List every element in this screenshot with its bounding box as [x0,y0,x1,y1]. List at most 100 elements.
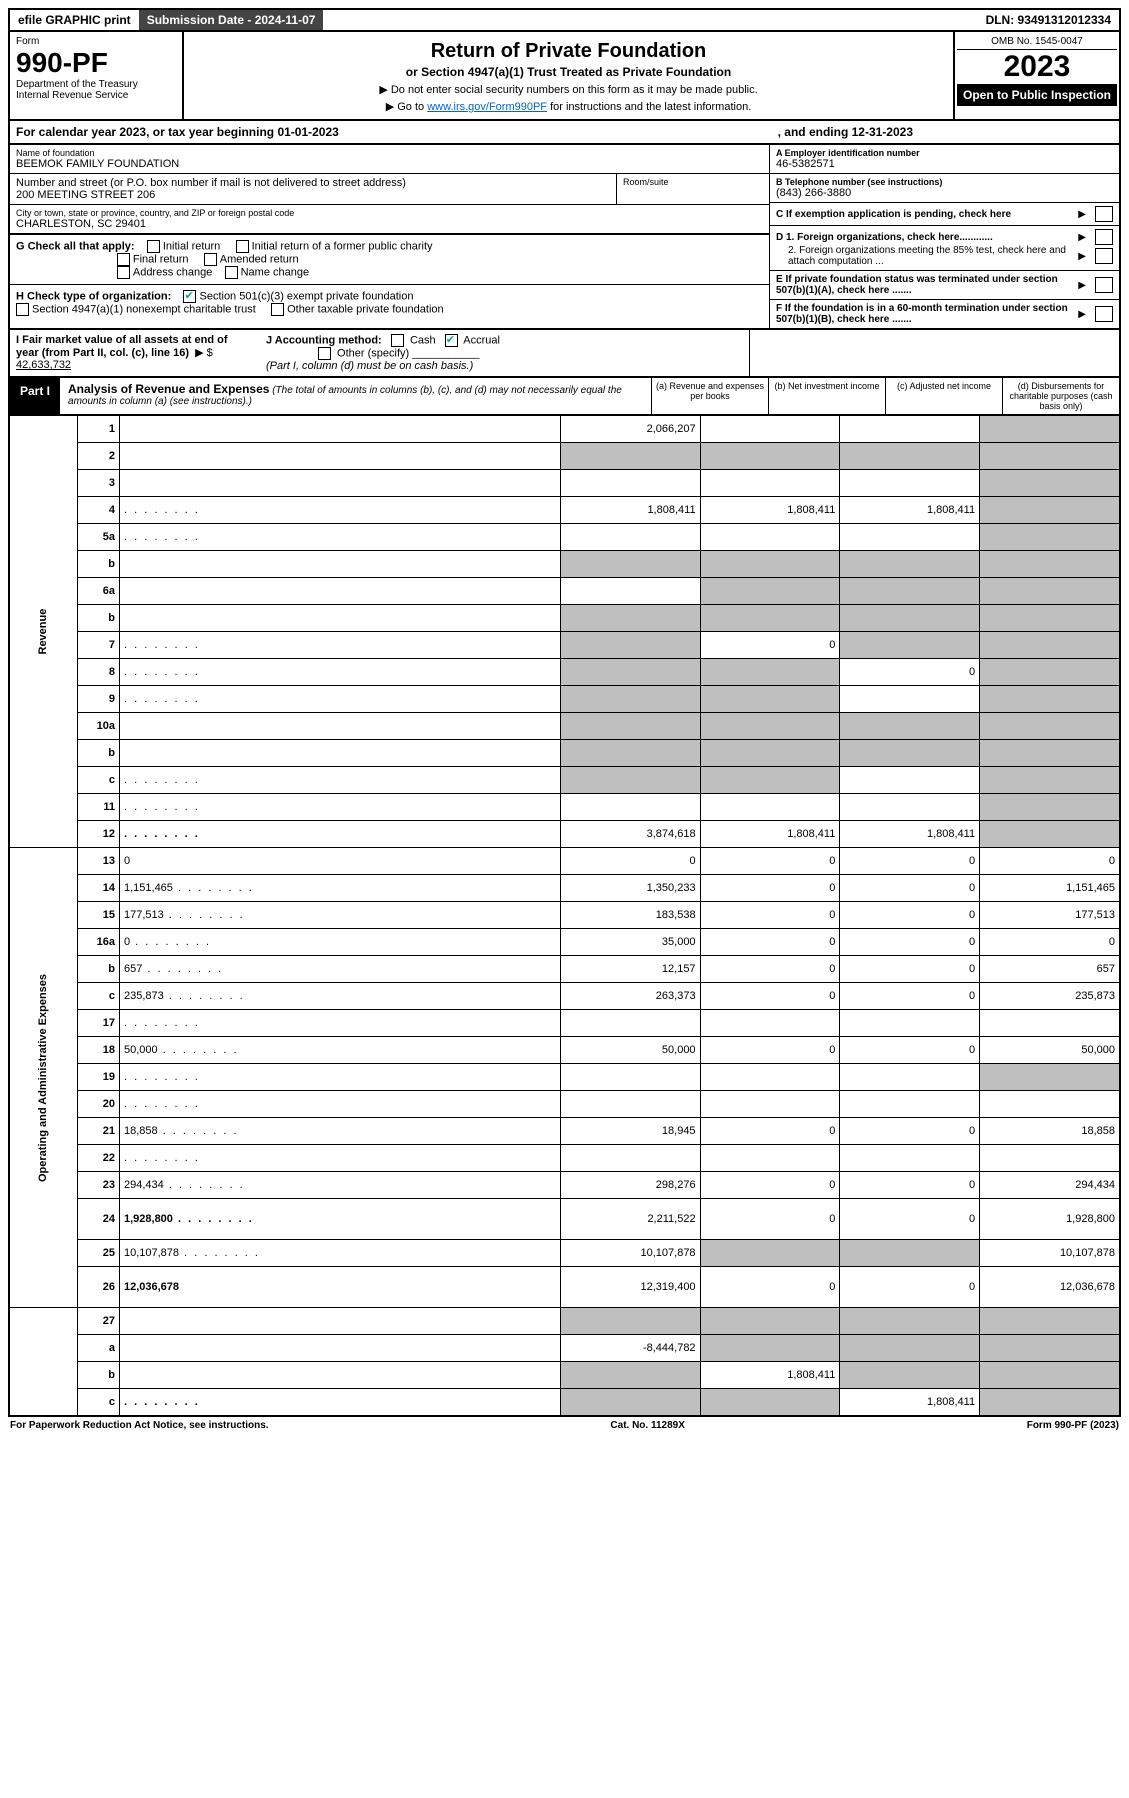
section-h: H Check type of organization: Section 50… [10,285,769,321]
col-d-value [980,1335,1120,1362]
chk-initial[interactable] [147,240,160,253]
line-description [119,1064,560,1091]
chk-status-terminated[interactable] [1095,277,1113,293]
col-d-value [980,470,1120,497]
col-c-value [840,686,980,713]
col-c-value: 0 [840,1267,980,1308]
chk-name-change[interactable] [225,266,238,279]
analysis-table: Revenue12,066,2072341,808,4111,808,4111,… [8,416,1121,1417]
dept-treasury: Department of the Treasury [16,79,176,90]
chk-exemption-pending[interactable] [1095,206,1113,222]
col-c-value: 1,808,411 [840,1389,980,1417]
col-b-value [700,794,840,821]
i-value: 42,633,732 [16,359,71,371]
col-d-value [980,524,1120,551]
col-b-value: 0 [700,929,840,956]
col-a-value: 3,874,618 [560,821,700,848]
line-description: 294,434 [119,1172,560,1199]
line-description: 0 [119,929,560,956]
chk-cash[interactable] [391,334,404,347]
col-a-value: 1,350,233 [560,875,700,902]
col-b-value [700,578,840,605]
f-label: F If the foundation is in a 60-month ter… [776,303,1075,325]
col-b-value: 0 [700,875,840,902]
chk-85pct[interactable] [1095,248,1113,264]
table-row: 70 [9,632,1120,659]
efile-label: efile GRAPHIC print [10,10,139,30]
chk-60-month[interactable] [1095,306,1113,322]
line-number: 16a [78,929,120,956]
col-a-value: 18,945 [560,1118,700,1145]
chk-501c3[interactable] [183,290,196,303]
col-b-value [700,659,840,686]
table-row: 11 [9,794,1120,821]
chk-initial-former[interactable] [236,240,249,253]
street-address: 200 MEETING STREET 206 [16,189,610,201]
chk-accrual[interactable] [445,334,458,347]
note2-prefix: ▶ Go to [386,101,427,113]
line-description [119,470,560,497]
top-bar: efile GRAPHIC print Submission Date - 20… [8,8,1121,32]
col-a-value [560,1064,700,1091]
line-description [119,686,560,713]
line-description [119,794,560,821]
line-number: 11 [78,794,120,821]
line-number: 13 [78,848,120,875]
col-d-value: 0 [980,929,1120,956]
col-a-value: 10,107,878 [560,1240,700,1267]
col-d-value [980,443,1120,470]
chk-4947[interactable] [16,303,29,316]
col-d-value [980,497,1120,524]
dept-irs: Internal Revenue Service [16,90,176,101]
chk-final[interactable] [117,253,130,266]
table-row: 41,808,4111,808,4111,808,411 [9,497,1120,524]
room-label: Room/suite [617,174,769,204]
table-row: 123,874,6181,808,4111,808,411 [9,821,1120,848]
col-b-value [700,1064,840,1091]
col-b-value: 0 [700,956,840,983]
line-description [119,551,560,578]
addr-label: Number and street (or P.O. box number if… [16,177,610,189]
line-number: b [78,605,120,632]
col-b-value: 0 [700,848,840,875]
col-c-value: 1,808,411 [840,497,980,524]
form-word: Form [16,36,176,47]
col-c-value [840,794,980,821]
line-description [119,1335,560,1362]
col-d-value [980,740,1120,767]
ein-label: A Employer identification number [776,148,1113,158]
chk-other-method[interactable] [318,347,331,360]
i-label: I Fair market value of all assets at end… [16,334,228,359]
footer-mid: Cat. No. 11289X [610,1420,684,1431]
table-row: c235,873263,37300235,873 [9,983,1120,1010]
d2-label: 2. Foreign organizations meeting the 85%… [776,245,1075,267]
tax-year: 2023 [957,50,1117,84]
table-row: b [9,605,1120,632]
table-row: c [9,767,1120,794]
col-c-value [840,1362,980,1389]
table-row: 17 [9,1010,1120,1037]
line-number: c [78,767,120,794]
chk-foreign-org[interactable] [1095,229,1113,245]
col-a-value: 12,319,400 [560,1267,700,1308]
col-a-value [560,1362,700,1389]
col-b-value: 0 [700,1199,840,1240]
col-d-value: 18,858 [980,1118,1120,1145]
irs-link[interactable]: www.irs.gov/Form990PF [427,101,547,113]
chk-other-taxable[interactable] [271,303,284,316]
line-number: 20 [78,1091,120,1118]
chk-address-change[interactable] [117,266,130,279]
line-number: 15 [78,902,120,929]
table-row: 10a [9,713,1120,740]
chk-amended[interactable] [204,253,217,266]
col-a-value: 2,066,207 [560,416,700,443]
col-d-value [980,767,1120,794]
line-description [119,1308,560,1335]
col-a-value [560,1308,700,1335]
col-d-value [980,1362,1120,1389]
form-title: Return of Private Foundation [190,40,947,63]
col-c-value: 0 [840,659,980,686]
col-d-value [980,1389,1120,1417]
line-number: 27 [78,1308,120,1335]
form-header: Form 990-PF Department of the Treasury I… [8,32,1121,121]
